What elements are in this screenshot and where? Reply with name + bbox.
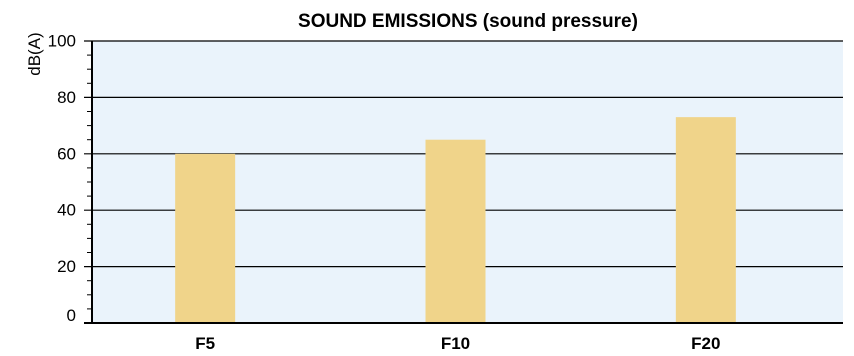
bar-f5: [175, 153, 236, 323]
x-tick-label: F5: [195, 334, 215, 353]
x-tick-labels: F5 F10 F20: [195, 334, 720, 353]
x-tick-label: F10: [441, 334, 470, 353]
y-tick-label: 40: [57, 201, 76, 220]
y-tick-label: 100: [48, 32, 76, 51]
axes: [84, 41, 843, 324]
y-tick-label: 80: [57, 88, 76, 107]
y-tick-labels: 0 20 40 60 80 100: [48, 32, 76, 326]
y-tick-label: 20: [57, 257, 76, 276]
bar-f20: [675, 117, 736, 323]
y-tick-label: 0: [67, 306, 76, 325]
chart-title: SOUND EMISSIONS (sound pressure): [298, 11, 638, 32]
x-tick-label: F20: [691, 334, 720, 353]
bar-f10: [425, 139, 486, 323]
y-tick-label: 60: [57, 144, 76, 163]
bars: [175, 117, 736, 323]
y-axis-label: dB(A): [25, 32, 44, 75]
